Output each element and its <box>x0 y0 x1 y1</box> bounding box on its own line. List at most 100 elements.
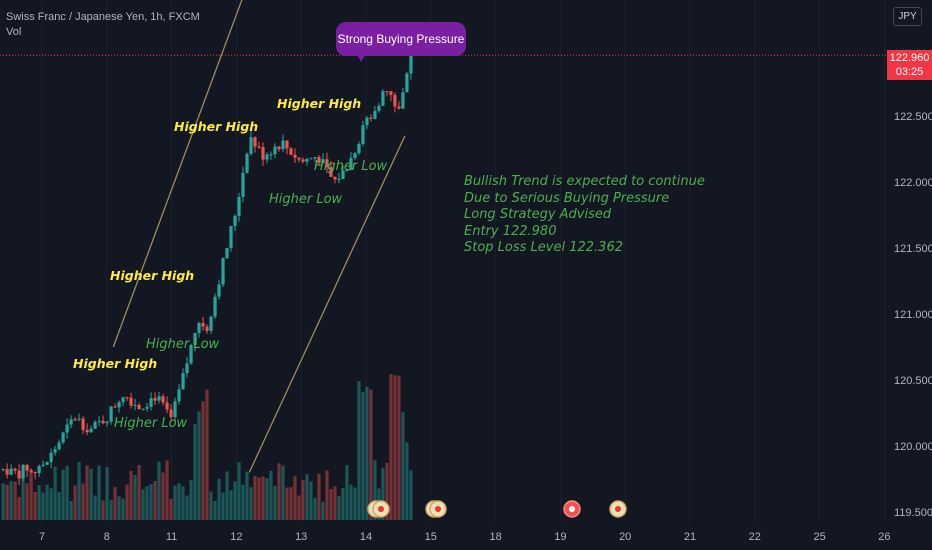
volume-bar <box>181 486 185 520</box>
volume-bar <box>269 470 273 520</box>
candle-body <box>261 147 265 160</box>
strong-buying-pressure-callout: Strong Buying Pressure <box>336 22 466 56</box>
candle-body <box>345 169 349 171</box>
candle-body <box>289 148 293 155</box>
candle-body <box>405 73 409 93</box>
candle-body <box>253 137 257 147</box>
volume-bar <box>29 469 33 520</box>
event-markers <box>367 500 627 518</box>
price-tick: 122.000 <box>894 177 932 189</box>
candle-body <box>113 406 117 408</box>
candle-body <box>209 316 213 331</box>
volume-indicator-label[interactable]: Vol <box>6 26 22 38</box>
volume-bar <box>185 495 189 520</box>
candle-body <box>201 322 205 327</box>
time-tick: 20 <box>619 531 631 543</box>
volume-bar <box>293 476 297 520</box>
candle-body <box>73 419 77 421</box>
candle-body <box>341 170 345 179</box>
time-tick: 21 <box>684 531 696 543</box>
candle-body <box>217 284 221 297</box>
volume-bar <box>289 487 293 520</box>
volume-bar <box>285 487 289 520</box>
time-tick: 18 <box>489 531 501 543</box>
higher-low-label: Higher Low <box>114 416 188 431</box>
volume-bar <box>45 484 49 520</box>
currency-button[interactable]: JPY <box>893 7 922 26</box>
volume-bar <box>105 467 109 520</box>
higher-low-label: Higher Low <box>146 337 220 352</box>
candle-body <box>245 153 249 173</box>
candle-body <box>153 398 157 401</box>
volume-bar <box>165 460 169 520</box>
candle-body <box>89 428 93 433</box>
candle-body <box>389 91 393 95</box>
volume-bar <box>57 492 61 520</box>
volume-bar <box>213 500 217 520</box>
time-axis: 7 8 11 12 13 14 15 18 19 20 21 22 25 26 <box>39 531 891 543</box>
time-tick: 15 <box>425 531 437 543</box>
grid-lines <box>41 0 885 522</box>
candle-body <box>269 154 273 156</box>
time-tick: 14 <box>360 531 372 543</box>
candle-body <box>301 159 305 162</box>
volume-bar <box>5 484 9 520</box>
time-tick: 19 <box>554 531 566 543</box>
volume-bar <box>189 479 193 520</box>
symbol-title[interactable]: Swiss Franc / Japanese Yen, 1h, FXCM <box>6 11 200 23</box>
volume-bar <box>405 442 409 520</box>
volume-bar <box>117 496 121 520</box>
volume-bar <box>385 462 389 520</box>
candle-body <box>349 158 353 170</box>
candle-body <box>293 154 297 158</box>
candle-body <box>329 167 333 177</box>
event-marker-dot <box>569 506 575 512</box>
note-line: Entry 122.980 <box>464 223 557 239</box>
volume-bar <box>345 465 349 520</box>
candle-body <box>313 157 317 159</box>
higher-low-label: Higher Low <box>314 159 388 174</box>
bar-countdown: 03:25 <box>895 66 924 78</box>
volume-bar <box>153 481 157 520</box>
volume-bar <box>65 465 69 520</box>
volume-bar <box>161 472 165 520</box>
candle-body <box>281 140 285 150</box>
note-line: Stop Loss Level 122.362 <box>464 240 623 256</box>
higher-high-label: Higher High <box>174 119 259 134</box>
candle-body <box>305 159 309 162</box>
candle-body <box>5 469 9 475</box>
volume-bar <box>253 475 257 520</box>
volume-bar <box>145 486 149 520</box>
volume-bar <box>249 487 253 520</box>
candle-body <box>233 215 237 227</box>
volume-bar <box>101 500 105 520</box>
volume-bar <box>201 401 205 520</box>
price-tick: 120.500 <box>894 375 932 387</box>
volume-bar <box>221 492 225 520</box>
volume-bar <box>49 488 53 520</box>
volume-bar <box>365 386 369 520</box>
volume-bar <box>237 462 241 520</box>
candle-body <box>205 326 209 331</box>
volume-bar <box>205 389 209 520</box>
volume-bar <box>53 466 57 520</box>
volume-bar <box>333 486 337 520</box>
candle-body <box>181 373 185 390</box>
volume-bar <box>89 468 93 520</box>
volume-bar <box>257 477 261 520</box>
candle-body <box>381 91 385 106</box>
time-tick: 12 <box>230 531 242 543</box>
volume-bar <box>361 392 365 520</box>
candle-body <box>169 409 173 418</box>
volume-bar <box>109 499 113 520</box>
candle-body <box>109 406 113 422</box>
event-marker-dot <box>435 506 441 512</box>
higher-low-label: Higher Low <box>269 192 343 207</box>
volume-bar <box>193 424 197 520</box>
candle-body <box>309 158 313 160</box>
candle-body <box>97 420 101 422</box>
volume-bar <box>401 412 405 520</box>
candle-body <box>9 468 13 475</box>
trade-note: Bullish Trend is expected to continue Du… <box>464 174 705 257</box>
